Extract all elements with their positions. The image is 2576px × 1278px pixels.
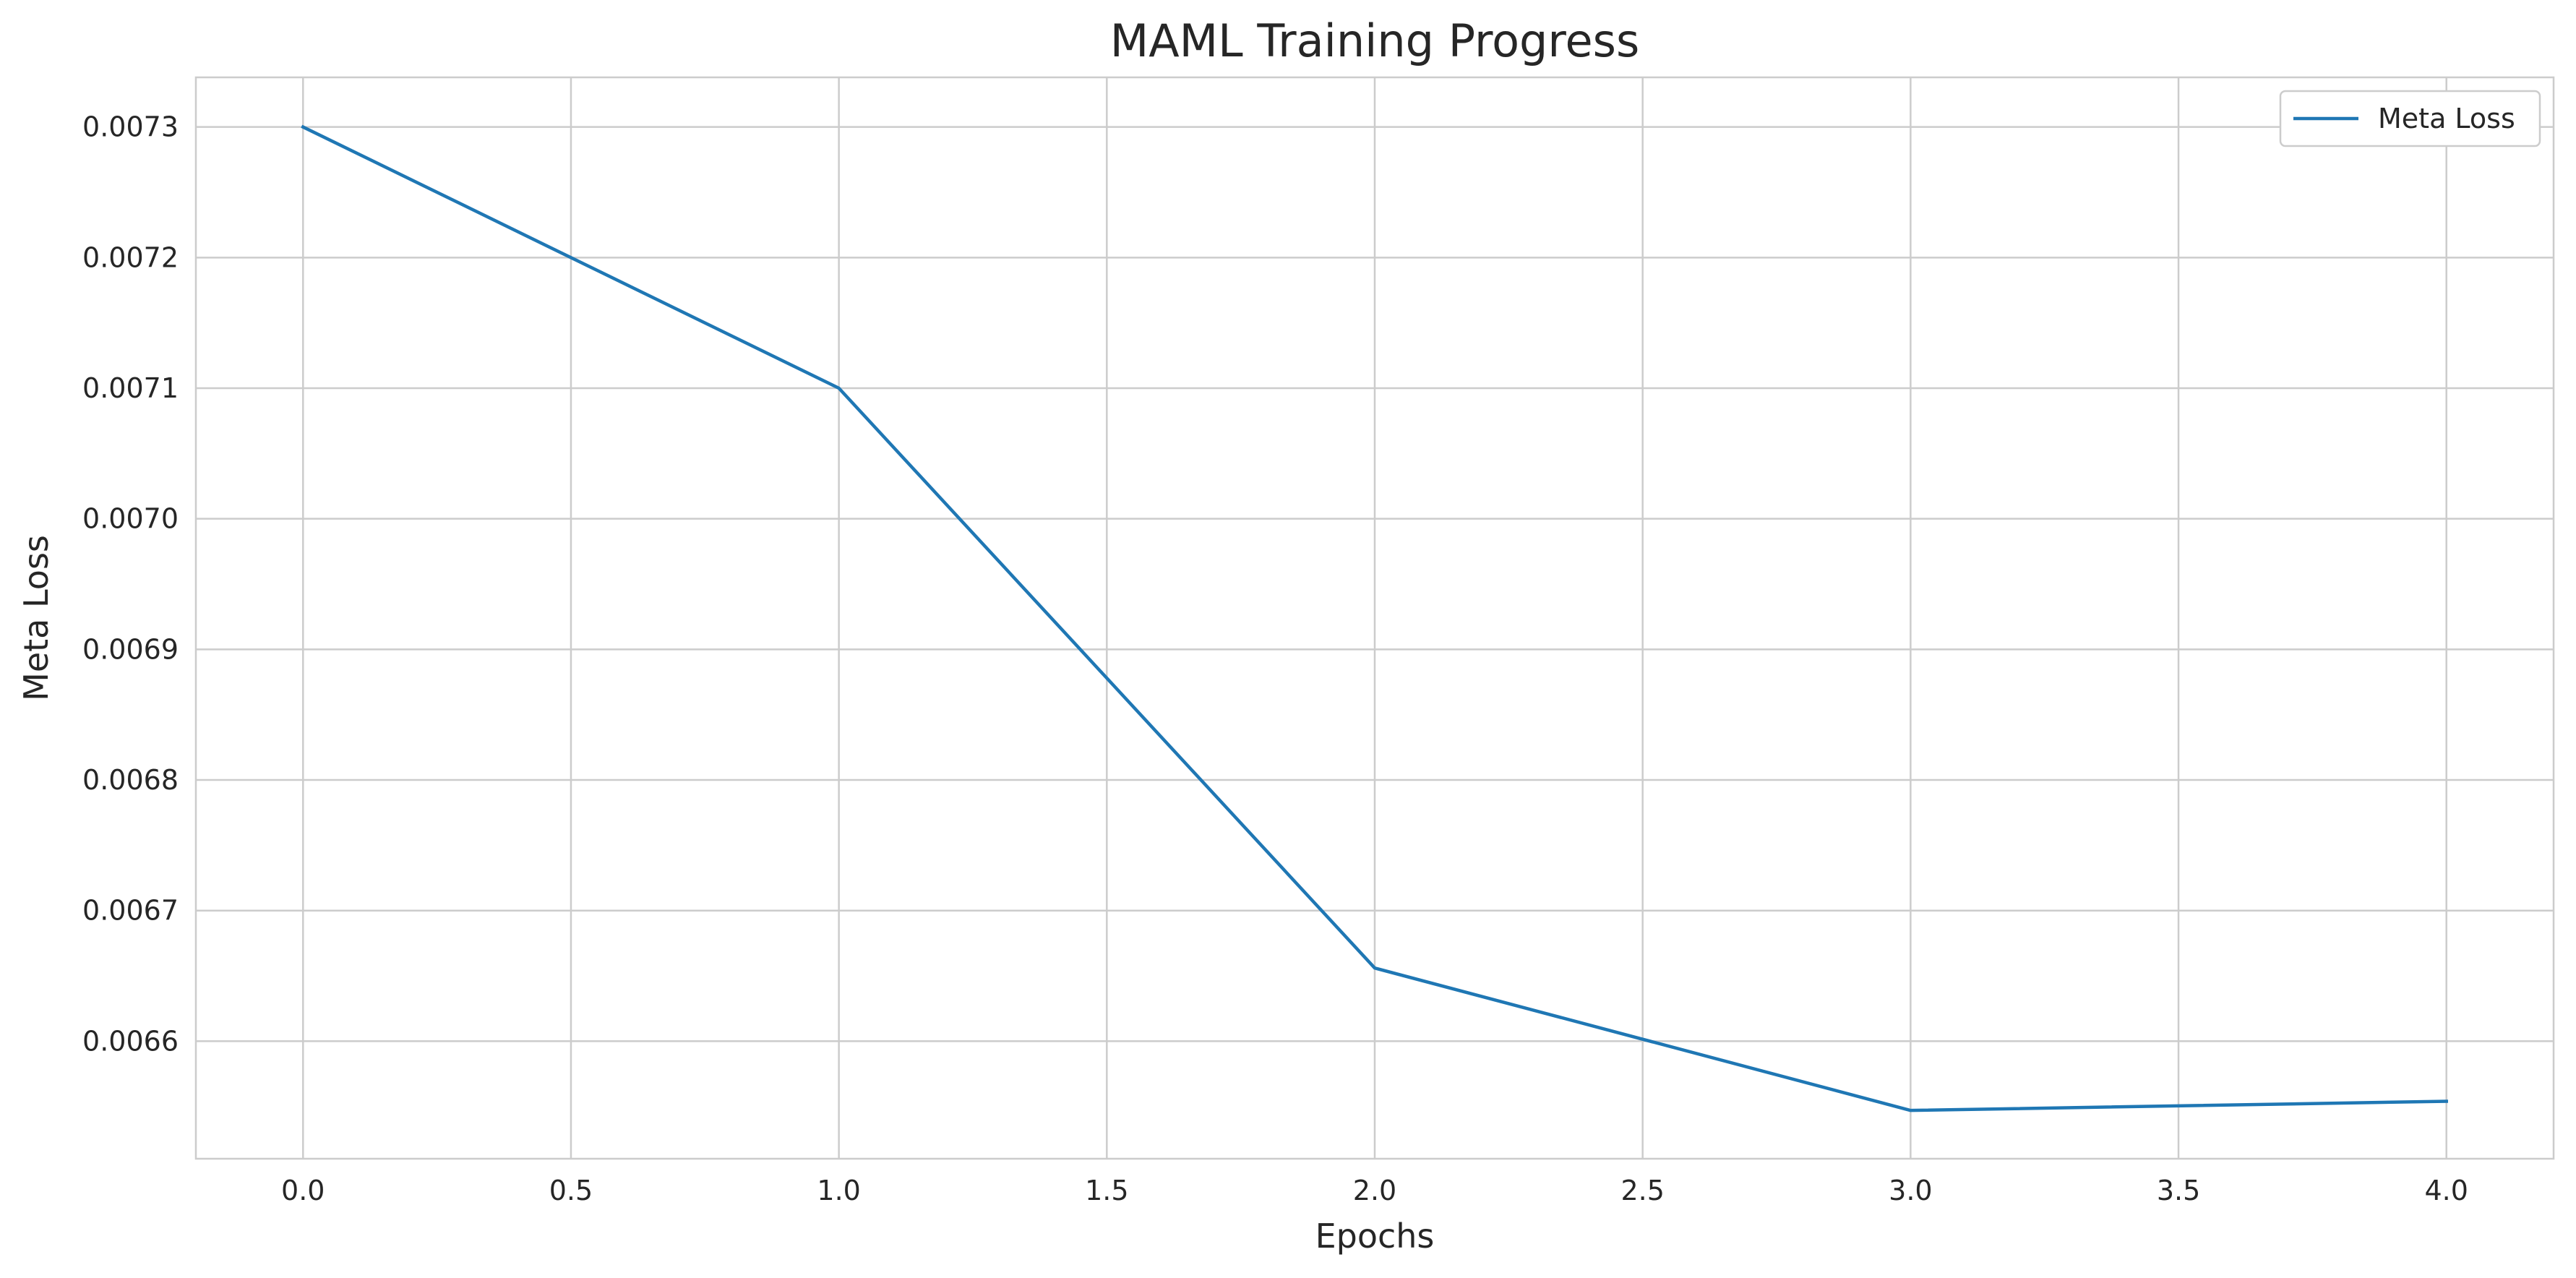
x-tick-label: 3.5 <box>2157 1175 2200 1206</box>
y-tick-label: 0.0067 <box>82 895 179 927</box>
x-tick-labels: 0.0 0.5 1.0 1.5 2.0 2.5 3.0 3.5 4.0 <box>281 1175 2468 1206</box>
x-tick-label: 3.0 <box>1889 1175 1932 1206</box>
legend-label-meta-loss: Meta Loss <box>2378 103 2515 134</box>
y-tick-label: 0.0070 <box>82 503 179 535</box>
y-tick-label: 0.0066 <box>82 1025 179 1057</box>
series-layer <box>301 124 2449 1112</box>
x-tick-label: 0.5 <box>549 1175 593 1206</box>
y-tick-label: 0.0072 <box>82 241 179 273</box>
y-tick-labels: 0.0066 0.0067 0.0068 0.0069 0.0070 0.0071 0.00… <box>82 111 179 1058</box>
x-tick-label: 2.0 <box>1353 1175 1396 1206</box>
legend-box <box>2279 90 2541 147</box>
x-tick-label: 1.0 <box>817 1175 860 1206</box>
chart-title: MAML Training Progress <box>1110 14 1640 67</box>
y-tick-label: 0.0069 <box>82 633 179 665</box>
x-tick-label: 0.0 <box>281 1175 325 1206</box>
grid <box>196 77 2554 1159</box>
y-tick-label: 0.0068 <box>82 764 179 796</box>
x-axis-label: Epochs <box>1315 1217 1435 1256</box>
x-tick-label: 1.5 <box>1085 1175 1128 1206</box>
y-tick-label: 0.0071 <box>82 372 179 404</box>
x-tick-label: 4.0 <box>2425 1175 2468 1206</box>
x-tick-label: 2.5 <box>1620 1175 1664 1206</box>
y-tick-label: 0.0073 <box>82 111 179 143</box>
y-axis-label: Meta Loss <box>17 535 56 701</box>
plot-frame <box>194 76 2555 1160</box>
legend: Meta Loss <box>2279 90 2541 147</box>
